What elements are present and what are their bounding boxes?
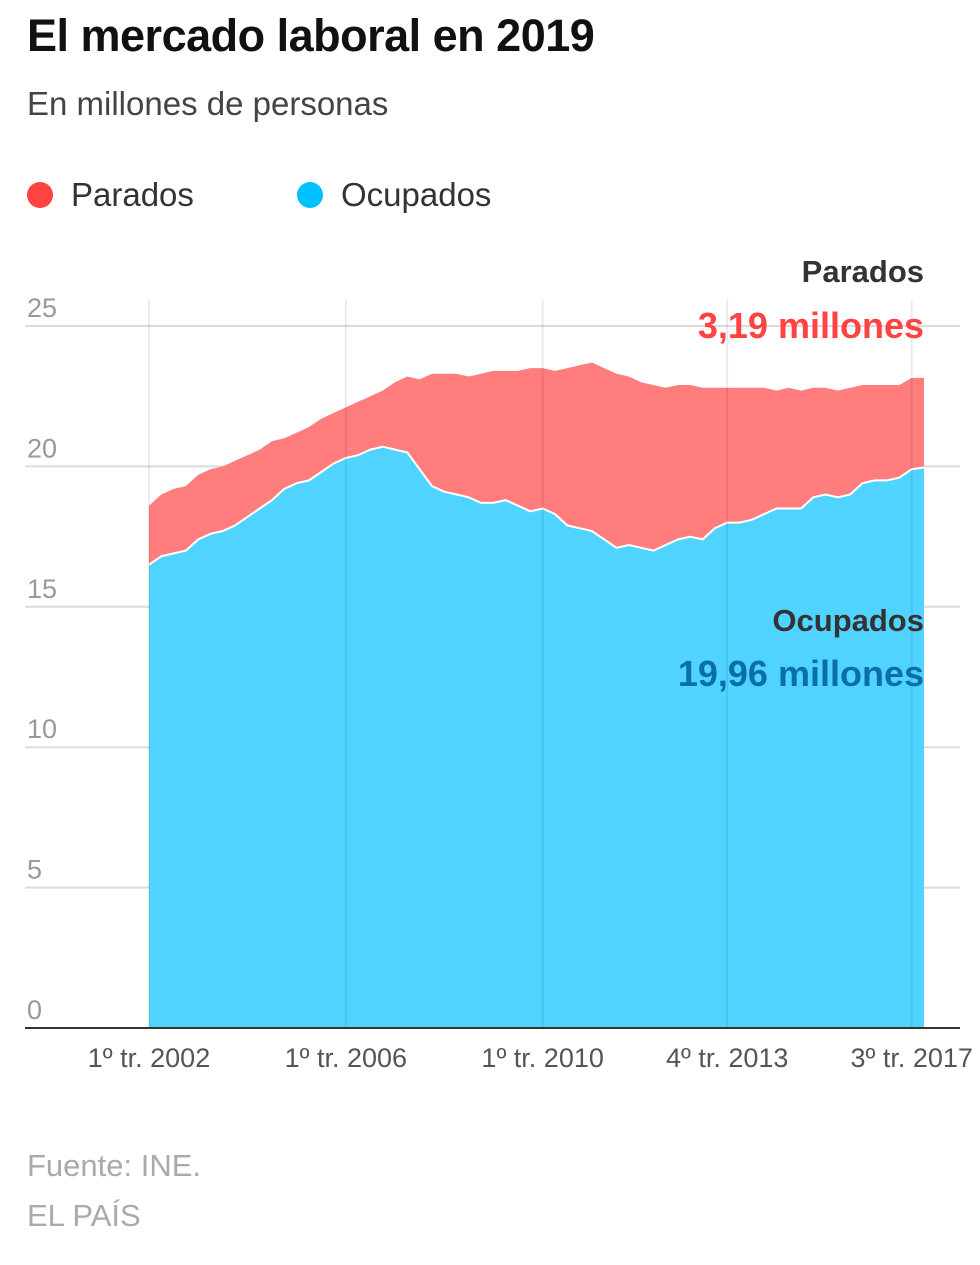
y-tick-label: 20	[27, 433, 57, 463]
y-tick-label: 0	[27, 995, 42, 1025]
chart-title: El mercado laboral en 2019	[27, 10, 595, 61]
legend-dot-ocupados-icon	[297, 182, 323, 208]
source-note: Fuente: INE.	[27, 1148, 202, 1183]
series-boundary-line	[148, 445, 925, 566]
vertical-grid-lines	[148, 300, 913, 1028]
area-ocupados	[149, 446, 924, 1028]
legend-label-ocupados: Ocupados	[341, 176, 492, 213]
x-tick-label: 3º tr. 2017	[850, 1043, 972, 1073]
annotation-ocupados-label: Ocupados	[772, 603, 924, 638]
annotation-ocupados-value: 19,96 millones	[678, 653, 924, 694]
y-tick-label: 5	[27, 855, 42, 885]
y-tick-label: 25	[27, 293, 57, 323]
chart-subtitle: En millones de personas	[27, 85, 389, 122]
annotations: Parados 3,19 millones Ocupados 19,96 mil…	[678, 254, 924, 694]
y-tick-label: 15	[27, 574, 57, 604]
brand-name: EL PAÍS	[27, 1198, 141, 1233]
y-tick-label: 10	[27, 714, 57, 744]
legend-item-ocupados: Ocupados	[297, 176, 491, 214]
x-tick-label: 1º tr. 2010	[481, 1043, 603, 1073]
x-tick-label: 4º tr. 2013	[666, 1043, 788, 1073]
chart-areas	[148, 362, 925, 1028]
annotation-parados-label: Parados	[802, 254, 924, 289]
legend-item-parados: Parados	[27, 176, 194, 214]
annotation-parados-value: 3,19 millones	[698, 305, 924, 346]
x-tick-label: 1º tr. 2002	[88, 1043, 210, 1073]
axes: 1º tr. 2002 1º tr. 2006 1º tr. 2010 4º tr. …	[25, 1027, 973, 1073]
x-tick-label: 1º tr. 2006	[285, 1043, 407, 1073]
legend-dot-parados-icon	[27, 182, 53, 208]
legend-label-parados: Parados	[71, 176, 194, 213]
area-parados	[149, 362, 924, 565]
